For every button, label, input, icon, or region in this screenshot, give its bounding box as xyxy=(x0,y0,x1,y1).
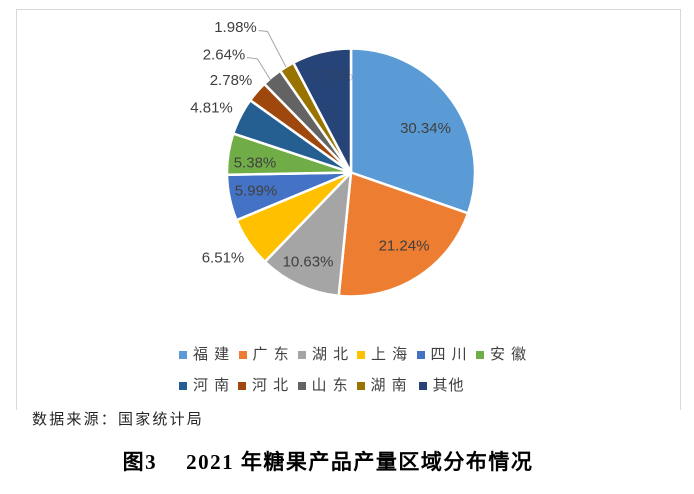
legend-label-湖南: 湖 南 xyxy=(370,377,408,394)
data-labels: 30.34% 21.24% 10.63% 6.51% 5.99% 5.38% 4.81% 2.… xyxy=(190,19,451,271)
figure-title-main: 2021 年糖果产品产量区域分布情况 xyxy=(186,450,534,474)
legend-label-河南: 河 南 xyxy=(193,377,231,394)
legend-swatch-福建 xyxy=(179,350,187,359)
source-note: 数据来源：国家统计局 xyxy=(32,412,205,428)
legend-label-河北: 河 北 xyxy=(252,377,290,394)
data-label-其他: 7.70% xyxy=(311,68,354,85)
data-label-上海: 6.51% xyxy=(202,250,245,267)
legend-swatch-河北 xyxy=(238,382,246,390)
legend-swatch-安徽 xyxy=(476,350,484,359)
data-label-湖北: 10.63% xyxy=(283,254,334,271)
pie-slice-湖北 xyxy=(263,171,353,298)
leader-line-山东 xyxy=(246,57,271,81)
data-label-河北: 2.78% xyxy=(210,72,253,89)
legend-swatch-河南 xyxy=(179,382,187,390)
legend-label-福建: 福 建 xyxy=(193,345,231,363)
pie-slice-广东 xyxy=(337,171,470,298)
data-label-四川: 5.99% xyxy=(235,183,278,200)
pie-slice-其他 xyxy=(292,47,353,174)
legend-label-上海: 上 海 xyxy=(371,345,409,363)
figure-title-prefix: 图3 xyxy=(122,450,158,474)
legend-swatch-广东 xyxy=(238,350,247,359)
legend-swatch-山东 xyxy=(297,382,306,390)
leader-line-湖南 xyxy=(258,30,287,68)
legend-label-四川: 四 川 xyxy=(430,345,468,363)
figure-title: 图3 2021 年糖果产品产量区域分布情况 xyxy=(0,450,656,475)
legend-label-湖北: 湖 北 xyxy=(312,345,350,363)
legend-swatch-湖南 xyxy=(356,382,365,390)
data-label-安徽: 5.38% xyxy=(234,155,277,172)
legend-label-广东: 广 东 xyxy=(252,345,290,363)
pie-chart: 30.34% 21.24% 10.63% 6.51% 5.99% 5.38% 4.81% 2.… xyxy=(190,19,477,298)
pie-slice-福建 xyxy=(349,47,477,215)
data-label-湖南: 1.98% xyxy=(214,19,257,36)
legend-swatch-湖北 xyxy=(298,350,306,359)
chart-area-frame xyxy=(16,9,681,410)
legend-swatch-上海 xyxy=(357,350,365,359)
label-leader-lines xyxy=(246,30,287,81)
legend-swatch-其他 xyxy=(418,382,427,390)
data-label-河南: 4.81% xyxy=(190,100,233,117)
data-label-山东: 2.64% xyxy=(203,47,246,64)
data-label-广东: 21.24% xyxy=(379,238,430,255)
legend-label-山东: 山 东 xyxy=(311,377,349,394)
legend-swatch-四川 xyxy=(416,350,425,359)
legend-label-其他: 其他 xyxy=(432,377,465,394)
pie-slices xyxy=(225,47,477,298)
legend-label-安徽: 安 徽 xyxy=(490,345,528,363)
data-label-福建: 30.34% xyxy=(400,120,451,137)
